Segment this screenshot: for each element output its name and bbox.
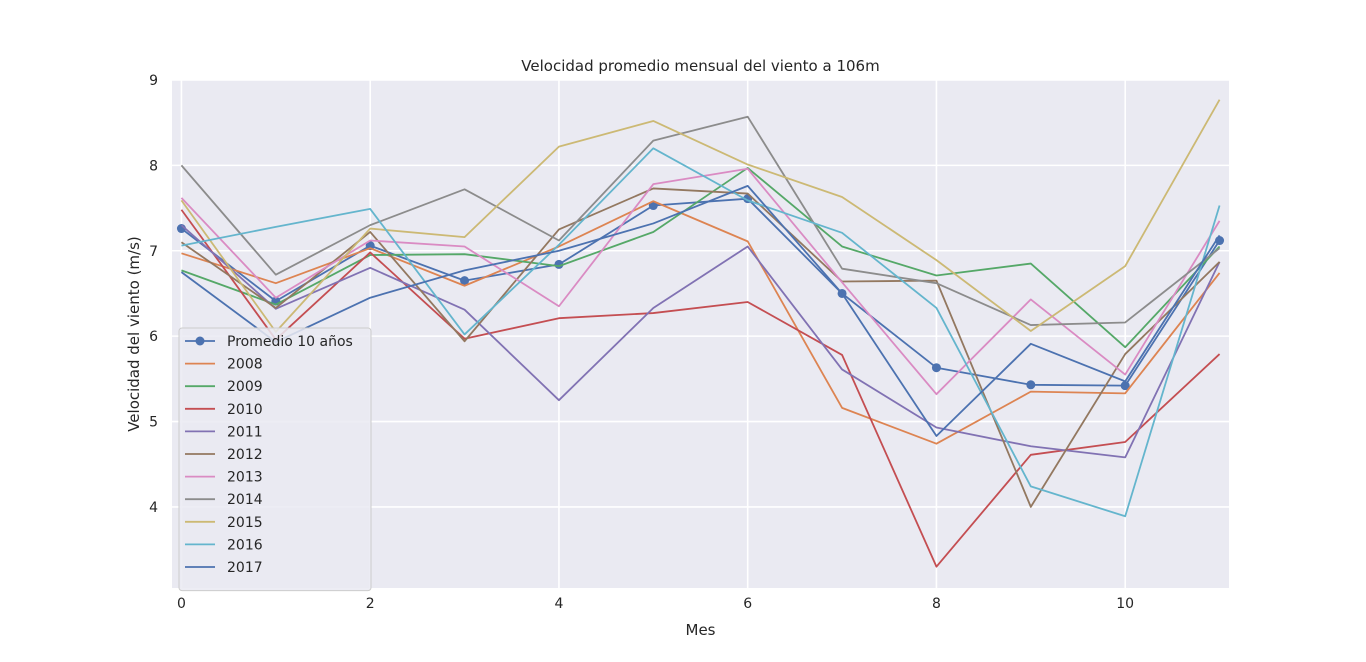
y-tick-label: 8: [149, 158, 158, 174]
y-tick-label: 4: [149, 500, 158, 516]
legend-label: 2013: [227, 470, 263, 486]
series-line: [181, 147, 1221, 518]
x-tick-label: 0: [177, 596, 186, 612]
series-line: [181, 200, 1221, 445]
y-tick-label: 9: [149, 73, 158, 89]
x-tick-label: 4: [554, 596, 563, 612]
y-tick-label: 7: [149, 244, 158, 260]
x-tick-label: 10: [1116, 596, 1134, 612]
data-point: [460, 276, 470, 286]
series-line: [180, 224, 1221, 459]
legend-marker: [195, 336, 205, 346]
legend-label: 2015: [227, 515, 263, 531]
series-line: [181, 167, 1221, 349]
legend-label: 2012: [227, 447, 263, 463]
series-layer: [176, 99, 1225, 568]
y-tick-label: 5: [149, 415, 158, 431]
x-tick-label: 2: [366, 596, 375, 612]
series-line: [180, 167, 1221, 396]
x-axis-ticks: 0 2 4 6 8 10: [177, 596, 1134, 612]
legend-label: 2009: [227, 379, 263, 395]
chart-title: Velocidad promedio mensual del viento a …: [521, 57, 879, 75]
legend: Promedio 10 años 2008 2009 2010 2011 2012 2013…: [178, 327, 372, 592]
y-axis-label: Velocidad del viento (m/s): [125, 236, 143, 432]
legend-label: 2011: [227, 424, 263, 440]
legend-label: 2016: [227, 537, 263, 553]
legend-label: Promedio 10 años: [227, 334, 353, 350]
series-line: [180, 115, 1221, 326]
legend-label: 2017: [227, 560, 263, 576]
x-axis-label: Mes: [686, 621, 716, 639]
y-tick-label: 6: [149, 329, 158, 345]
data-point: [931, 363, 941, 373]
x-tick-label: 8: [932, 596, 941, 612]
series-line: [180, 184, 1221, 437]
data-point: [365, 241, 375, 251]
series-line: [180, 209, 1221, 568]
series-line: [180, 99, 1221, 333]
y-axis-ticks: 4 5 6 7 8 9: [149, 73, 158, 516]
data-point: [1026, 380, 1036, 390]
data-point: [1120, 381, 1130, 391]
x-tick-label: 6: [743, 596, 752, 612]
legend-label: 2010: [227, 402, 263, 418]
legend-box: [178, 327, 372, 592]
legend-label: 2008: [227, 357, 263, 373]
legend-label: 2014: [227, 492, 263, 508]
